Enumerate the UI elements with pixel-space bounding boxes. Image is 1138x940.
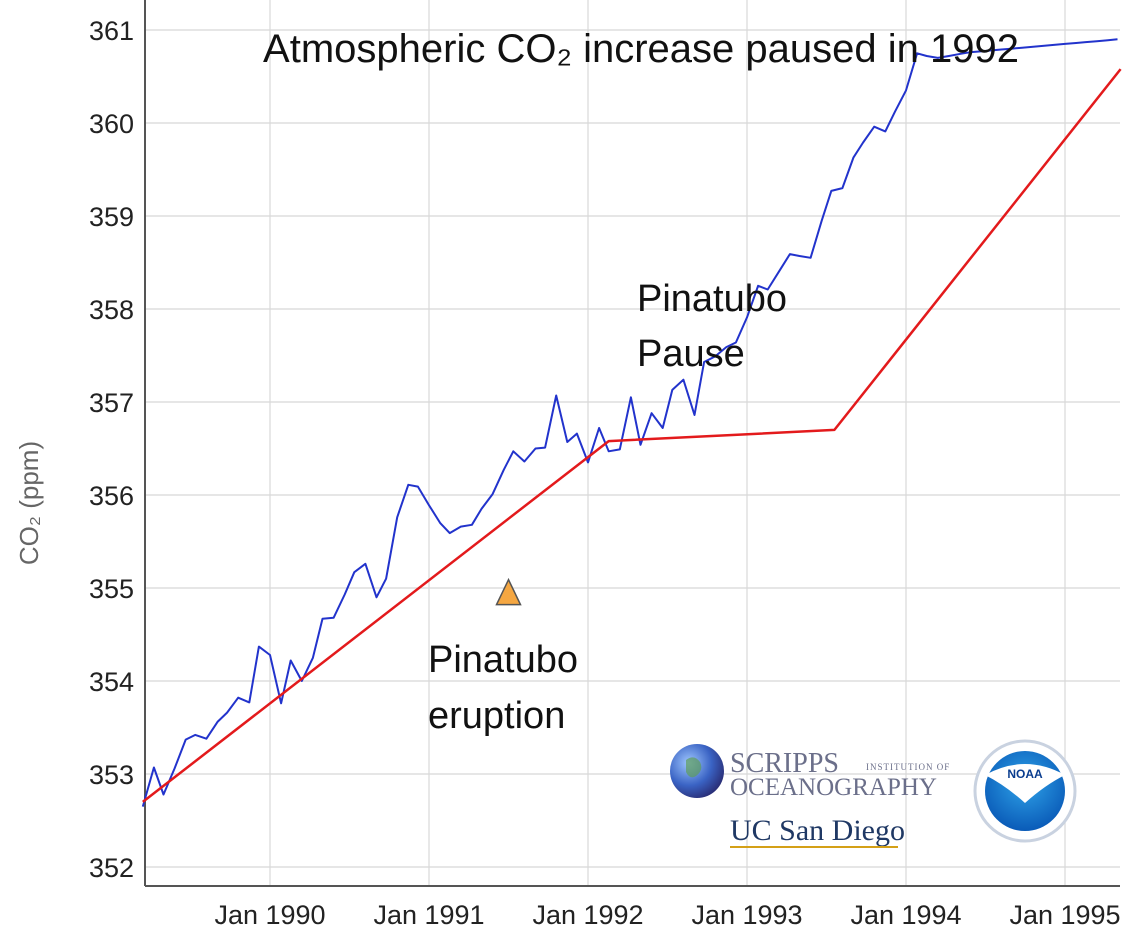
scripps-logo: SCRIPPS INSTITUTION OF OCEANOGRAPHY [670,744,950,801]
scripps-subtitle: INSTITUTION OF [866,762,950,772]
noaa-logo: NOAA [973,739,1077,843]
x-tick-label: Jan 1990 [214,900,325,930]
trend-fit-line [142,68,1122,803]
x-tick-label: Jan 1995 [1009,900,1120,930]
y-tick-label: 359 [89,202,134,232]
x-tick-labels: Jan 1990 Jan 1991 Jan 1992 Jan 1993 Jan 1994… [214,900,1120,930]
ucsd-logo: UC San Diego [730,814,905,848]
globe-land-icon [686,757,702,778]
noaa-label: NOAA [1007,767,1043,781]
y-tick-labels: 352 353 354 355 356 357 358 359 360 361 [89,16,134,883]
co2-monthly-line [141,38,1118,807]
annotation-pause-line2: Pause [637,333,745,375]
grid [145,0,1120,886]
y-tick-label: 355 [89,574,134,604]
x-tick-label: Jan 1994 [850,900,961,930]
chart-title: Atmospheric CO₂ increase paused in 1992 [263,27,1019,71]
eruption-triangle-marker [495,577,522,606]
y-axis-label: CO₂ (ppm) [14,441,44,565]
y-tick-label: 360 [89,109,134,139]
series [141,38,1122,807]
y-tick-label: 353 [89,760,134,790]
y-tick-label: 361 [89,16,134,46]
axes [144,0,1120,887]
x-tick-label: Jan 1992 [532,900,643,930]
x-tick-label: Jan 1993 [691,900,802,930]
y-tick-label: 354 [89,667,134,697]
y-tick-label: 356 [89,481,134,511]
annotation-eruption-line1: Pinatubo [428,639,578,681]
ucsd-wordmark: UC San Diego [730,814,905,847]
y-tick-label: 352 [89,853,134,883]
x-tick-label: Jan 1991 [373,900,484,930]
noaa-bird-icon [985,764,1065,803]
annotation-eruption-line2: eruption [428,695,565,737]
scripps-oceanography: OCEANOGRAPHY [730,774,937,801]
annotation-pause-line1: Pinatubo [637,278,787,320]
y-tick-label: 357 [89,388,134,418]
y-tick-label: 358 [89,295,134,325]
scripps-name: SCRIPPS [730,748,839,779]
